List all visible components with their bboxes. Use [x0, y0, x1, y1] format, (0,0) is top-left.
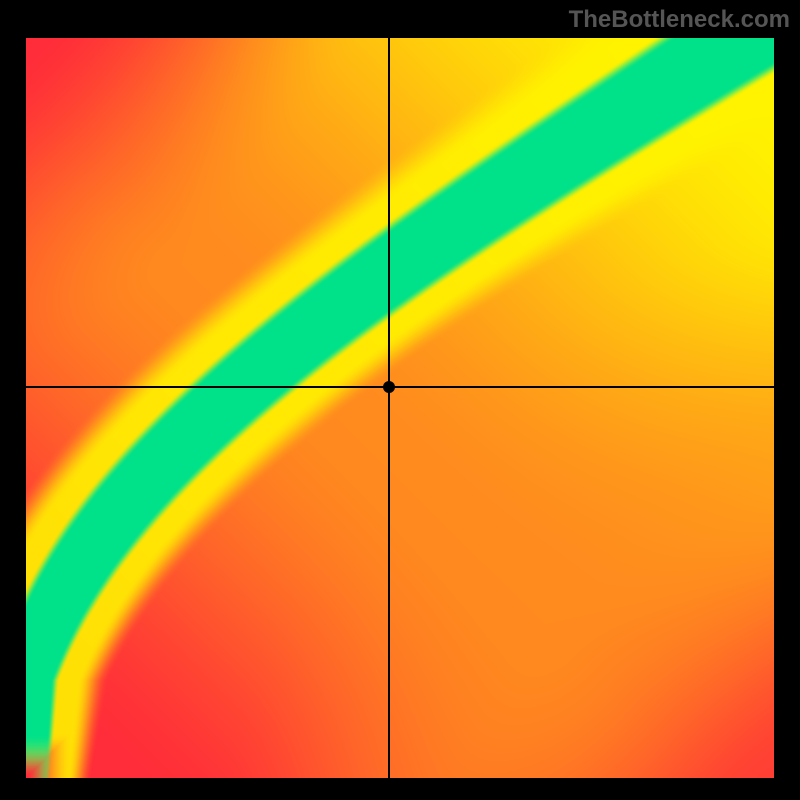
watermark-text: TheBottleneck.com — [569, 6, 790, 34]
chart-frame: TheBottleneck.com — [0, 0, 800, 800]
heatmap-canvas — [26, 38, 774, 778]
crosshair-vertical-line — [388, 38, 390, 778]
heatmap-plot-area — [26, 38, 774, 778]
crosshair-horizontal-line — [26, 386, 774, 388]
crosshair-point — [383, 381, 395, 393]
